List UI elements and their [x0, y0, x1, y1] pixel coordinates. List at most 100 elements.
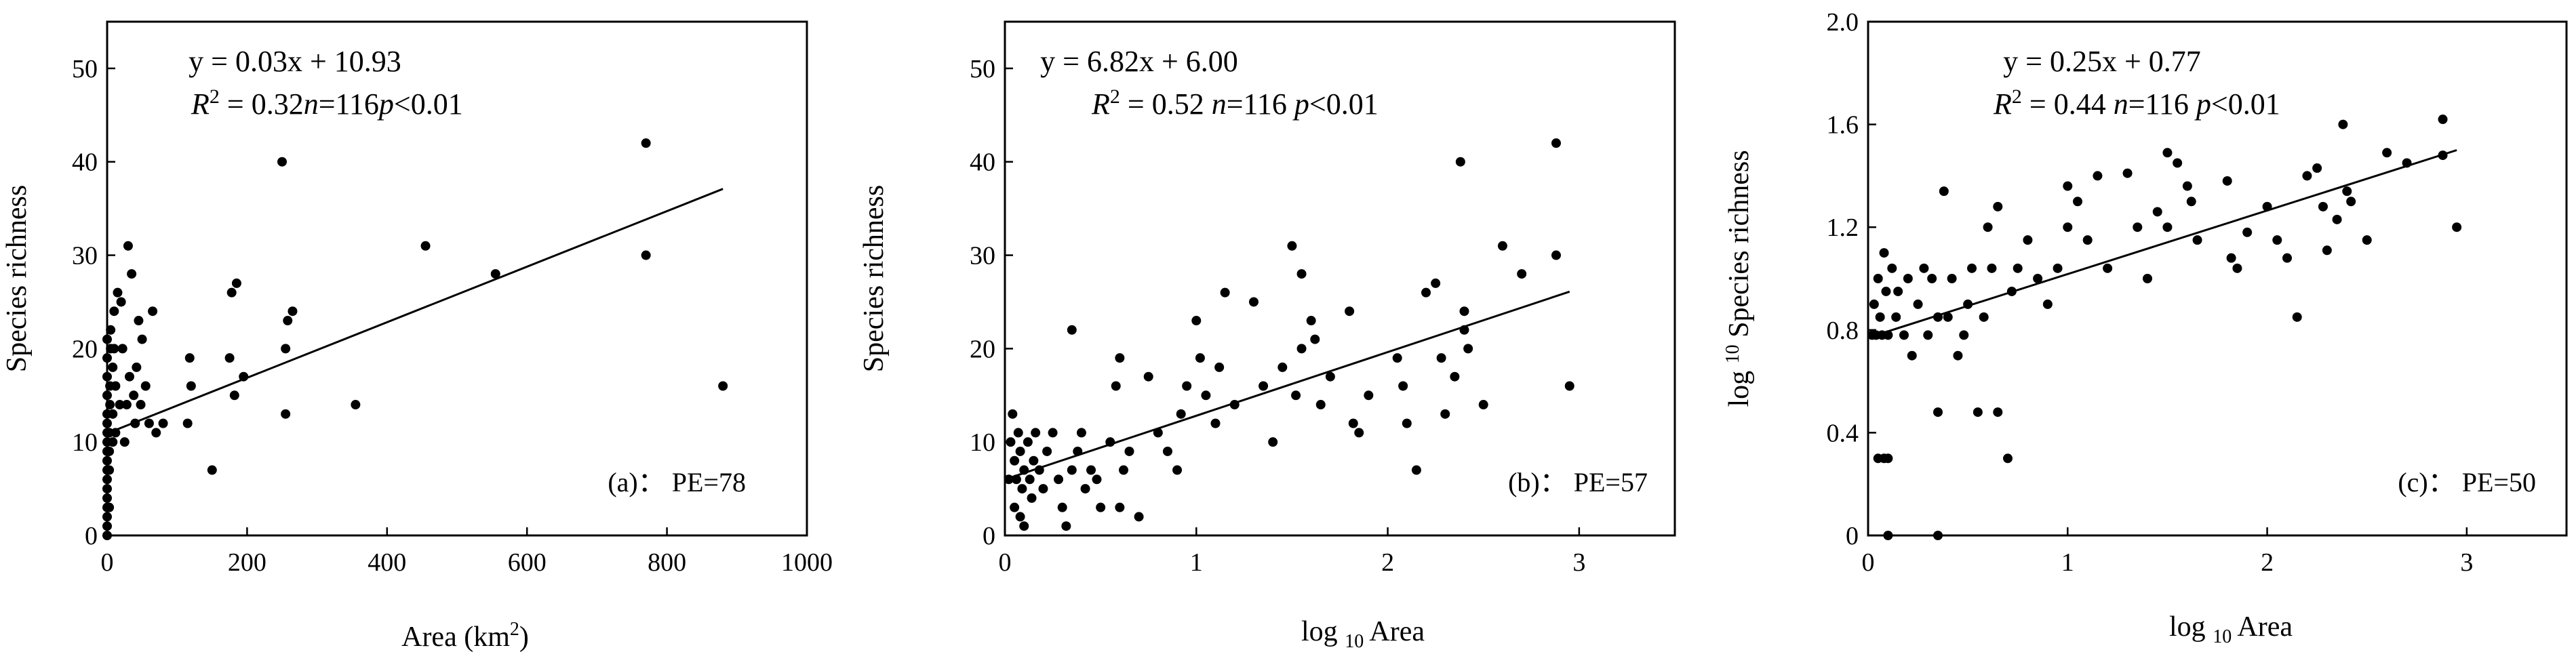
y-tick-label: 40	[970, 148, 995, 177]
data-point	[102, 418, 112, 428]
data-point	[1010, 502, 1020, 512]
x-axis-label: log 10 Area	[1301, 616, 1425, 652]
data-point	[1455, 157, 1465, 167]
data-point	[1551, 138, 1561, 148]
data-point	[1019, 521, 1029, 531]
y-tick-label: 50	[72, 55, 98, 83]
data-point	[1927, 274, 1937, 283]
data-point	[1869, 299, 1879, 309]
data-point	[1134, 512, 1144, 522]
data-point	[1182, 381, 1192, 391]
data-point	[158, 418, 168, 428]
data-point	[1013, 428, 1023, 438]
x-tick-label: 200	[228, 548, 266, 577]
data-point	[2186, 197, 2196, 207]
data-point	[111, 381, 121, 391]
data-point	[1019, 465, 1029, 475]
data-point	[1259, 381, 1269, 391]
data-point	[1517, 269, 1527, 279]
y-tick-label: 0	[1846, 522, 1859, 550]
panel-annotation: (a)： PE=78	[608, 467, 746, 497]
n-value: =116	[2128, 87, 2196, 121]
data-point	[113, 287, 123, 298]
x-axis-label-sub: 10	[2213, 626, 2232, 647]
p-label: p	[377, 87, 394, 121]
data-point	[1248, 297, 1259, 307]
data-point	[1287, 241, 1297, 251]
data-point	[2003, 453, 2013, 464]
y-axis-label-prefix: log	[1724, 363, 1755, 407]
data-point	[1162, 446, 1172, 456]
data-point	[2282, 253, 2292, 263]
data-point	[2053, 263, 2063, 273]
data-point	[2272, 235, 2282, 245]
data-point	[1325, 371, 1335, 382]
plot-frame	[1004, 20, 1676, 537]
data-point	[1959, 330, 1969, 340]
x-tick-label: 400	[368, 548, 406, 577]
data-point	[2162, 148, 2173, 158]
data-point	[2302, 171, 2312, 181]
data-point	[1296, 269, 1307, 279]
x-tick-label: 0	[1862, 548, 1875, 577]
data-point	[102, 371, 112, 382]
data-point	[1348, 418, 1358, 428]
regression-equation: y = 6.82x + 6.00	[1040, 45, 1238, 78]
data-point	[1268, 437, 1278, 447]
regression-stats: R2 = 0.52 n=116 p<0.01	[1091, 85, 1379, 121]
data-point	[2182, 181, 2192, 191]
data-point	[1011, 474, 1021, 485]
data-point	[288, 306, 298, 317]
y-tick-label: 10	[72, 428, 98, 457]
plot-frame	[106, 20, 808, 537]
data-point	[1564, 381, 1574, 391]
data-point	[1993, 407, 2003, 418]
data-point	[1004, 474, 1014, 485]
data-point	[281, 344, 291, 354]
data-point	[2042, 299, 2053, 309]
x-tick-label: 0	[999, 548, 1012, 577]
p-value: <0.01	[1309, 87, 1379, 121]
x-tick-label: 1	[2061, 548, 2074, 577]
data-point	[125, 371, 135, 382]
data-point	[1933, 407, 1943, 418]
data-point	[1153, 428, 1163, 438]
y-axis-label-sup: 10	[1722, 344, 1743, 363]
data-point	[109, 306, 119, 317]
r2-label: R	[1091, 87, 1110, 121]
data-point	[102, 493, 112, 503]
data-point	[102, 334, 112, 344]
data-point	[1973, 407, 1983, 418]
data-point	[1214, 362, 1225, 372]
x-axis-label-close: )	[519, 622, 529, 653]
data-point	[1459, 325, 1469, 335]
data-point	[490, 269, 500, 279]
data-point	[1431, 278, 1441, 288]
data-point	[231, 278, 241, 288]
data-point	[1073, 446, 1083, 456]
trend-line	[106, 188, 724, 434]
data-point	[1092, 474, 1102, 485]
data-point	[1080, 484, 1090, 494]
data-point	[1023, 437, 1033, 447]
data-point	[1933, 531, 1943, 540]
y-tick-label: 0.4	[1827, 419, 1859, 447]
data-point	[207, 465, 217, 475]
data-point	[1038, 484, 1048, 494]
r2-value: = 0.52	[1120, 87, 1212, 121]
data-point	[1943, 312, 1953, 322]
data-point	[2312, 163, 2322, 174]
y-axis-label: log 10 Species richness	[1722, 150, 1755, 407]
plot-frame	[1867, 20, 2568, 537]
data-point	[105, 400, 115, 410]
data-point	[2103, 263, 2113, 273]
data-point	[1953, 350, 1963, 361]
data-point	[1172, 465, 1183, 475]
data-point	[2162, 222, 2173, 232]
data-point	[2342, 186, 2352, 197]
data-point	[127, 269, 137, 279]
data-point	[102, 512, 112, 522]
y-tick-label: 0	[85, 522, 98, 550]
